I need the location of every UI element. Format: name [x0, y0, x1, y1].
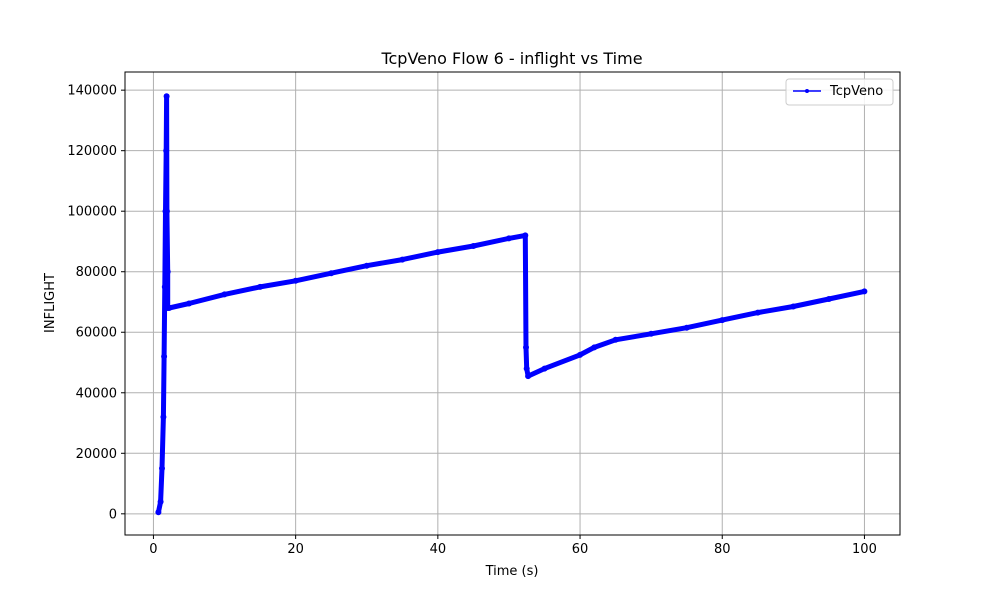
y-tick-label: 100000: [67, 205, 117, 220]
series-point: [186, 300, 192, 307]
x-axis-label: Time (s): [485, 564, 539, 579]
legend-series-label: TcpVeno: [829, 84, 883, 99]
grid-lines: [125, 72, 900, 535]
x-tick-label: 20: [287, 542, 304, 557]
y-tick-label: 20000: [76, 447, 117, 462]
y-axis-label: INFLIGHT: [43, 273, 58, 333]
series-point: [525, 373, 532, 380]
x-tick-label: 40: [430, 542, 447, 557]
y-tick-label: 120000: [67, 144, 117, 159]
y-tick-label: 80000: [76, 265, 117, 280]
series-point: [470, 243, 477, 249]
series-point: [155, 509, 162, 516]
series-point: [159, 465, 165, 472]
series-point: [522, 232, 529, 239]
series-point: [166, 305, 173, 311]
y-tick-label: 140000: [67, 84, 117, 99]
series-point: [164, 268, 171, 275]
series-point: [221, 291, 228, 298]
x-tick-label: 0: [149, 542, 157, 557]
series-point: [591, 344, 598, 351]
series-point: [399, 256, 406, 263]
series-point: [328, 270, 335, 277]
legend: TcpVeno: [785, 78, 894, 106]
series-point: [825, 296, 832, 302]
x-axis-ticks: 0 20 40 60 80 100: [149, 535, 877, 557]
series-point: [257, 283, 264, 290]
series-line-0: [155, 93, 867, 515]
y-axis-ticks: 0 20000 40000 60000 80000 100000 120000 140000: [67, 84, 125, 522]
series-point: [523, 344, 529, 351]
plot-area-frame: [124, 71, 901, 536]
series-point: [648, 330, 655, 337]
series-point: [861, 288, 868, 295]
series-point: [719, 317, 726, 324]
y-tick-label: 40000: [76, 386, 117, 401]
series-point: [157, 498, 164, 505]
series-point: [163, 208, 170, 215]
series-point: [577, 351, 583, 358]
x-tick-label: 80: [714, 542, 731, 557]
series-point: [790, 303, 797, 310]
series-point: [612, 336, 619, 343]
chart-title: TcpVeno Flow 6 - inflight vs Time: [380, 49, 642, 68]
x-tick-label: 100: [852, 542, 877, 557]
legend-series-marker: [805, 89, 809, 93]
series-point: [292, 277, 299, 284]
series-point: [754, 309, 761, 316]
series-point: [160, 414, 167, 420]
series-point: [683, 324, 690, 331]
series-point: [434, 249, 441, 256]
series-point: [163, 93, 170, 100]
series-point: [541, 365, 548, 372]
series-point: [363, 262, 370, 269]
series-point: [523, 365, 530, 372]
series-point: [163, 147, 170, 154]
series-layer: [155, 93, 868, 516]
series-point: [161, 283, 168, 290]
x-tick-label: 60: [572, 542, 589, 557]
series-point: [161, 353, 168, 360]
series-point: [505, 235, 512, 242]
y-tick-label: 60000: [76, 326, 117, 341]
legend-box: [785, 78, 894, 106]
y-tick-label: 0: [109, 507, 117, 522]
